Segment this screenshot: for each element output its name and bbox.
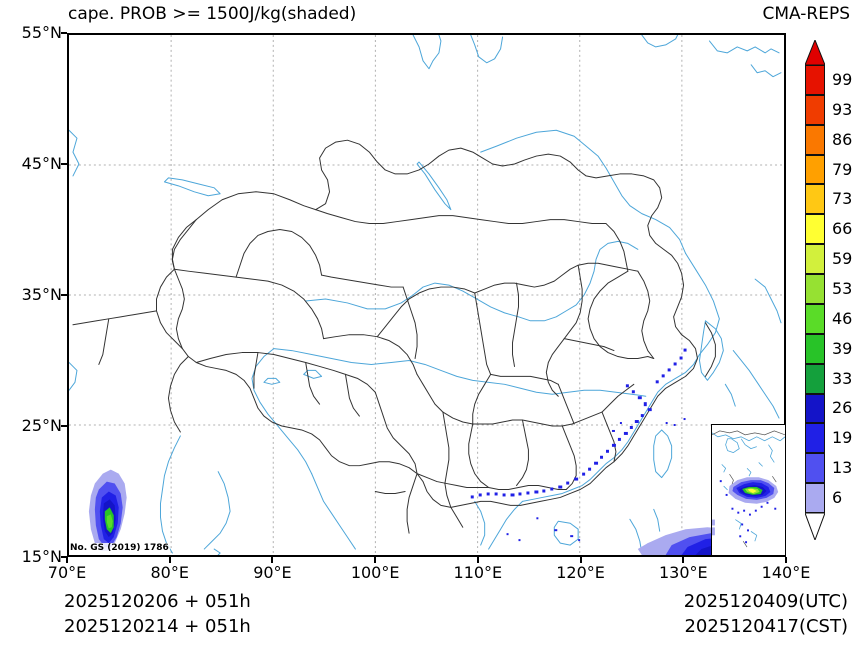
inset-canvas <box>712 430 785 548</box>
x-tick-mark <box>66 557 68 563</box>
colorbar-tick-label: 86 <box>832 129 853 149</box>
footer-init-cst: 2025120214 + 051h <box>64 616 251 637</box>
colorbar-tick-label: 93 <box>832 99 853 119</box>
colorbar-tick-label: 19 <box>832 428 853 448</box>
colorbar-tick-label: 39 <box>832 338 853 358</box>
x-tick-mark <box>168 557 171 563</box>
x-tick-label: 120°E <box>556 563 605 582</box>
coastlines-rivers <box>69 35 782 555</box>
footer-valid-utc: 2025120409(UTC) <box>683 591 848 612</box>
colorbar-segment <box>805 303 825 334</box>
colorbar-segment <box>805 483 825 513</box>
y-tick-mark <box>61 556 67 558</box>
colorbar-under-arrow <box>805 513 825 540</box>
colorbar-segment <box>805 124 825 155</box>
footer-valid-cst: 2025120417(CST) <box>684 616 848 637</box>
x-tick-label: 110°E <box>453 563 503 582</box>
x-tick-label: 140°E <box>761 563 811 582</box>
colorbar-segment <box>805 184 825 215</box>
colorbar-tick-label: 66 <box>832 219 853 239</box>
y-tick-mark <box>61 32 67 34</box>
probability-shading-arabian-sea <box>88 469 127 552</box>
x-tick-label: 90°E <box>253 563 292 582</box>
colorbar-tick-label: 59 <box>832 249 853 269</box>
map-plot-area <box>67 33 786 557</box>
y-tick-mark <box>61 294 67 296</box>
y-tick-label: 55°N <box>21 23 62 42</box>
page-title: cape. PROB >= 1500J/kg(shaded) <box>68 4 357 24</box>
colorbar-tick-label: 46 <box>832 308 853 328</box>
colorbar-tick-label: 33 <box>832 368 853 388</box>
x-tick-label: 130°E <box>658 563 708 582</box>
colorbar-tick-label: 26 <box>832 398 853 418</box>
x-tick-label: 80°E <box>150 563 189 582</box>
colorbar-segment <box>805 244 825 275</box>
colorbar-tick-label: 13 <box>832 458 853 478</box>
colorbar-tick-label: 73 <box>832 189 853 209</box>
map-attribution: No. GS (2019) 1786 <box>69 543 170 553</box>
colorbar-segment <box>805 94 825 125</box>
x-tick-mark <box>271 557 274 563</box>
y-tick-mark <box>61 425 67 427</box>
administrative-borders <box>72 139 716 534</box>
colorbar-segment <box>805 333 825 364</box>
colorbar-segment <box>805 393 825 424</box>
y-tick-label: 25°N <box>21 416 62 435</box>
colorbar <box>805 65 825 513</box>
colorbar-segment <box>805 154 825 185</box>
y-tick-label: 15°N <box>21 547 62 566</box>
colorbar-segment <box>805 423 825 454</box>
x-tick-label: 100°E <box>350 563 400 582</box>
x-tick-mark <box>374 557 377 563</box>
colorbar-tick-label: 79 <box>832 159 853 179</box>
x-tick-mark <box>476 557 479 563</box>
y-tick-label: 35°N <box>21 285 62 304</box>
colorbar-segment <box>805 453 825 484</box>
inset-probability-shading <box>712 477 779 544</box>
y-tick-mark <box>61 163 67 165</box>
x-tick-mark <box>579 557 582 563</box>
x-tick-mark <box>785 557 787 563</box>
colorbar-over-arrow <box>805 40 825 65</box>
y-tick-label: 45°N <box>21 154 62 173</box>
model-label: CMA-REPS <box>762 4 850 24</box>
x-tick-label: 70°E <box>47 563 87 582</box>
colorbar-segment <box>805 214 825 245</box>
colorbar-tick-label: 6 <box>832 488 843 508</box>
x-tick-mark <box>682 557 685 563</box>
colorbar-segment <box>805 363 825 394</box>
south-china-sea-inset-map <box>711 424 786 556</box>
colorbar-segment <box>805 274 825 304</box>
footer-init-utc: 2025120206 + 051h <box>64 591 251 612</box>
probability-shading-southeast-coast <box>470 348 687 542</box>
colorbar-tick-label: 99 <box>832 69 853 89</box>
colorbar-segment <box>805 65 825 95</box>
colorbar-tick-label: 53 <box>832 279 853 298</box>
map-canvas <box>69 35 784 555</box>
